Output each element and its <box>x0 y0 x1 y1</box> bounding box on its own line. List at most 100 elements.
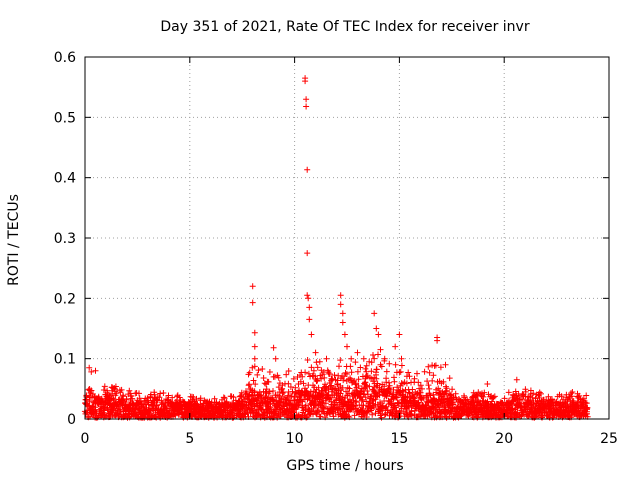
data-point-marker <box>584 404 591 411</box>
data-point-marker <box>136 395 143 402</box>
data-point-marker <box>290 375 297 382</box>
data-point-marker <box>440 397 447 403</box>
data-point-marker <box>314 407 321 414</box>
data-point-marker <box>251 389 258 396</box>
data-point-marker <box>251 329 258 336</box>
data-point-marker <box>142 401 149 407</box>
data-point-marker <box>442 383 449 390</box>
data-point-marker <box>321 403 328 410</box>
data-point-marker <box>230 394 237 401</box>
data-point-marker <box>536 389 543 396</box>
y-tick-label: 0.5 <box>54 110 76 126</box>
data-point-marker <box>337 301 344 308</box>
data-point-marker <box>337 292 344 299</box>
data-point-marker <box>190 394 197 401</box>
data-point-marker <box>285 368 292 374</box>
x-tick-label: 10 <box>286 431 304 447</box>
data-point-marker <box>394 384 401 391</box>
y-axis-label: ROTI / TECUs <box>6 194 22 286</box>
data-point-marker <box>304 292 311 299</box>
data-point-marker <box>249 283 256 290</box>
data-point-marker <box>425 363 432 370</box>
data-point-marker <box>323 355 330 362</box>
data-point-marker <box>368 393 375 400</box>
data-point-marker <box>399 387 406 394</box>
data-point-marker <box>425 382 432 389</box>
data-point-marker <box>359 373 366 380</box>
data-point-marker <box>501 395 508 402</box>
data-point-marker <box>368 368 375 375</box>
data-point-marker <box>406 389 413 396</box>
data-point-marker <box>88 368 95 375</box>
data-point-marker <box>536 394 543 401</box>
data-point-marker <box>112 383 119 390</box>
data-point-marker <box>398 380 405 387</box>
data-point-marker <box>123 395 130 402</box>
y-tick-label: 0.4 <box>54 171 76 187</box>
data-point-marker <box>406 390 413 397</box>
data-point-marker <box>411 395 418 402</box>
data-point-marker <box>437 364 444 371</box>
data-point-marker <box>430 372 437 379</box>
data-point-marker <box>339 384 346 391</box>
data-point-marker <box>310 367 317 374</box>
data-point-marker <box>373 375 380 382</box>
data-point-marker <box>518 412 525 419</box>
data-point-marker <box>329 376 336 383</box>
data-point-marker <box>339 319 346 326</box>
data-point-marker <box>272 355 279 362</box>
data-point-marker <box>288 393 295 400</box>
data-point-marker <box>303 103 310 110</box>
data-point-marker <box>376 392 383 399</box>
data-point-marker <box>266 369 273 375</box>
data-point-marker <box>414 370 420 377</box>
data-point-marker <box>427 392 434 399</box>
y-tick-label: 0 <box>67 412 76 428</box>
data-point-marker <box>129 395 136 402</box>
data-point-marker <box>405 369 412 376</box>
data-point-marker <box>372 396 379 403</box>
data-point-marker <box>341 331 348 338</box>
data-point-marker <box>328 382 335 389</box>
data-point-marker <box>112 386 118 393</box>
data-point-marker <box>120 398 127 405</box>
data-point-marker <box>259 366 266 372</box>
data-point-marker <box>529 394 536 401</box>
data-point-marker <box>386 360 393 367</box>
data-point-marker <box>360 402 367 409</box>
data-point-marker <box>383 368 390 375</box>
data-point-marker <box>321 374 328 381</box>
data-point-marker <box>308 364 315 371</box>
data-point-marker <box>165 392 172 399</box>
data-point-marker <box>128 393 135 400</box>
data-point-marker <box>378 363 385 370</box>
data-point-marker <box>403 380 410 387</box>
data-point-marker <box>371 310 378 317</box>
data-point-marker <box>484 381 491 387</box>
data-point-marker <box>315 384 322 391</box>
data-point-marker <box>505 389 512 396</box>
data-point-marker <box>305 295 312 302</box>
data-point-marker <box>120 393 127 400</box>
data-point-marker <box>429 377 436 384</box>
data-point-marker <box>92 367 99 374</box>
data-point-marker <box>513 376 520 383</box>
data-point-marker <box>246 369 253 376</box>
data-point-marker <box>316 358 323 365</box>
data-point-marker <box>255 367 262 374</box>
data-point-marker <box>378 414 385 421</box>
data-point-marker <box>359 406 366 412</box>
data-point-marker <box>394 394 400 401</box>
data-point-marker <box>287 384 294 390</box>
data-point-marker <box>302 78 309 85</box>
data-point-marker <box>396 369 403 376</box>
data-point-marker <box>282 380 288 387</box>
data-point-marker <box>292 384 299 391</box>
data-point-marker <box>144 397 151 404</box>
data-point-marker <box>249 299 256 306</box>
data-point-marker <box>367 394 374 401</box>
data-point-marker <box>312 349 319 356</box>
data-point-marker <box>304 357 311 363</box>
data-point-marker <box>312 373 319 380</box>
